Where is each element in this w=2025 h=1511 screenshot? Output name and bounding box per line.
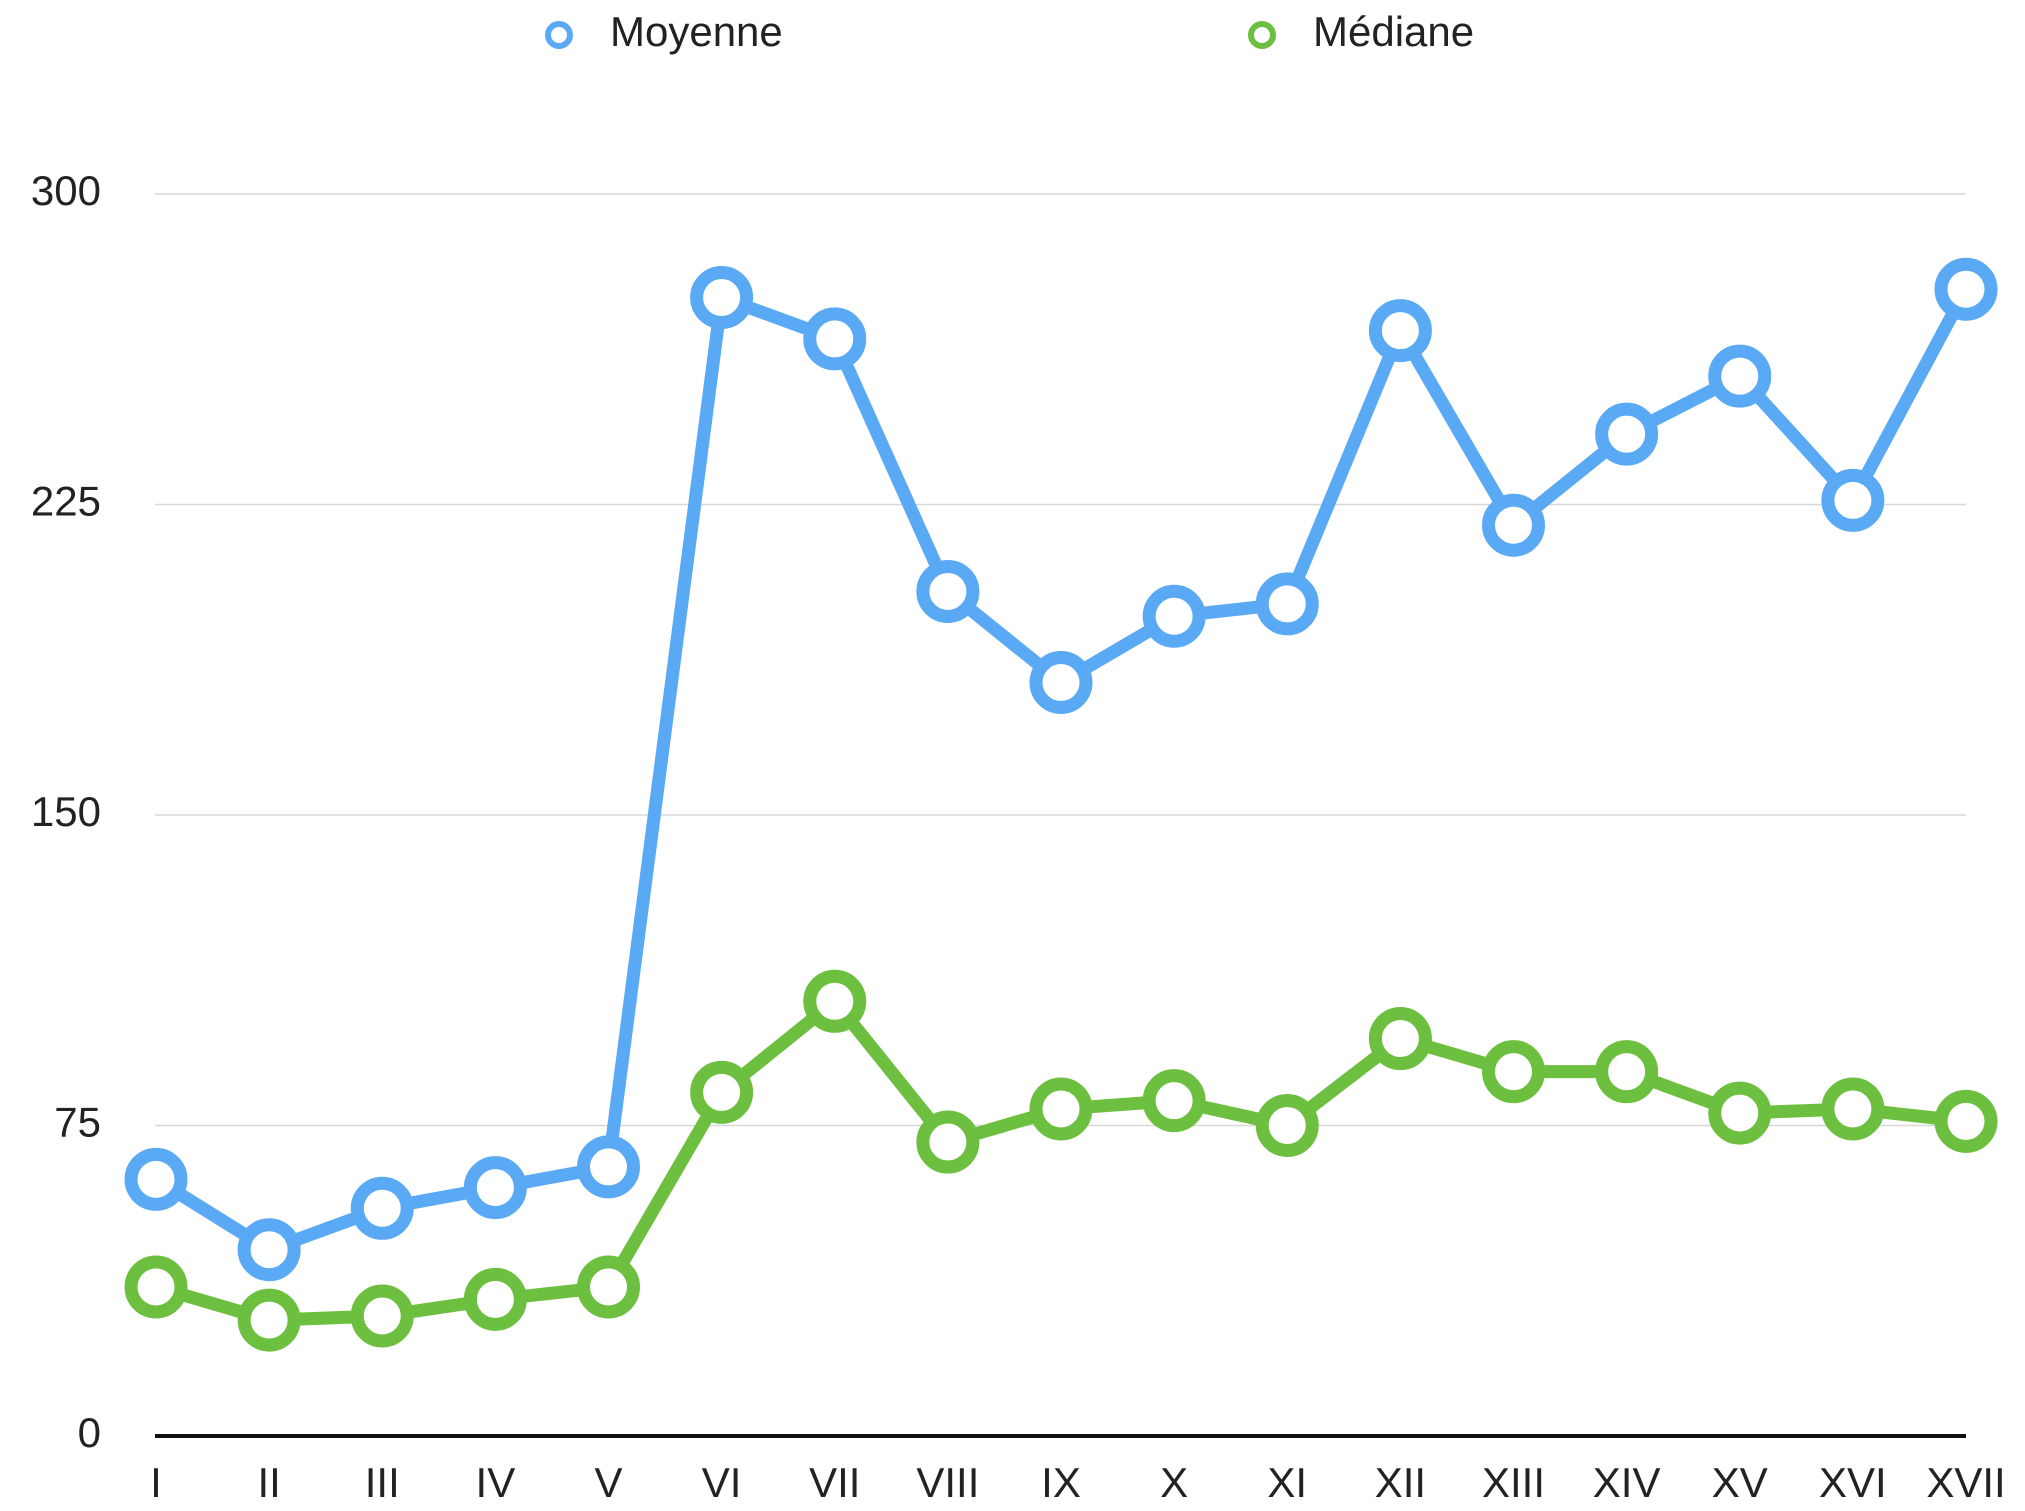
- data-point: [350, 1284, 414, 1348]
- x-tick-label: XV: [1712, 1459, 1768, 1506]
- data-point: [577, 1135, 640, 1199]
- y-tick-label: 300: [31, 167, 101, 214]
- data-point: [1368, 1007, 1432, 1071]
- data-point: [1142, 584, 1206, 648]
- data-point: [463, 1156, 527, 1220]
- x-tick-label: VII: [809, 1459, 860, 1506]
- x-tick-label: XI: [1267, 1459, 1307, 1506]
- data-point: [237, 1218, 301, 1282]
- data-point: [237, 1288, 301, 1352]
- x-tick-label: XII: [1375, 1459, 1426, 1506]
- x-tick-label: XIV: [1593, 1459, 1661, 1506]
- data-point: [803, 307, 867, 371]
- data-point: [1029, 1077, 1093, 1141]
- data-point: [803, 969, 867, 1033]
- x-tick-label: IX: [1041, 1459, 1081, 1506]
- data-point: [1482, 493, 1545, 557]
- data-point: [916, 559, 980, 623]
- data-point: [577, 1255, 640, 1319]
- y-tick-label: 0: [78, 1409, 101, 1456]
- data-point: [350, 1176, 414, 1240]
- x-tick-label: III: [365, 1459, 400, 1506]
- data-point: [690, 1060, 754, 1124]
- data-point: [124, 1255, 188, 1319]
- x-tick-label: I: [150, 1459, 162, 1506]
- legend-marker: [1248, 21, 1276, 49]
- legend-label: Moyenne: [610, 8, 783, 55]
- data-point: [1595, 402, 1659, 466]
- y-tick-label: 225: [31, 478, 101, 525]
- x-tick-label: V: [594, 1459, 622, 1506]
- data-point: [1255, 1094, 1319, 1157]
- x-tick-label: II: [257, 1459, 280, 1506]
- series-line: [154, 994, 1967, 1327]
- data-point: [463, 1267, 527, 1331]
- data-point: [1029, 651, 1093, 715]
- data-point: [1821, 1077, 1885, 1141]
- data-point: [1368, 299, 1432, 363]
- x-tick-label: VIII: [916, 1459, 979, 1506]
- data-point: [1708, 1081, 1772, 1145]
- data-point: [1595, 1040, 1659, 1104]
- data-point: [1255, 572, 1319, 636]
- y-tick-label: 75: [54, 1099, 101, 1146]
- legend-label: Médiane: [1313, 8, 1474, 55]
- data-point: [1821, 468, 1885, 532]
- data-point: [1708, 344, 1772, 408]
- x-tick-label: IV: [476, 1459, 516, 1506]
- x-tick-label: XIII: [1482, 1459, 1545, 1506]
- x-tick-label: XVII: [1926, 1459, 2005, 1506]
- data-point: [1934, 1089, 1998, 1153]
- x-tick-label: X: [1160, 1459, 1188, 1506]
- legend-marker: [545, 21, 573, 49]
- data-point: [1142, 1069, 1206, 1133]
- data-point: [1934, 257, 1998, 321]
- data-point: [690, 266, 754, 329]
- data-point: [916, 1110, 980, 1174]
- x-tick-label: VI: [702, 1459, 742, 1506]
- x-tick-label: XVI: [1819, 1459, 1887, 1506]
- data-point: [124, 1147, 188, 1211]
- data-point: [1482, 1040, 1545, 1104]
- y-tick-label: 150: [31, 788, 101, 835]
